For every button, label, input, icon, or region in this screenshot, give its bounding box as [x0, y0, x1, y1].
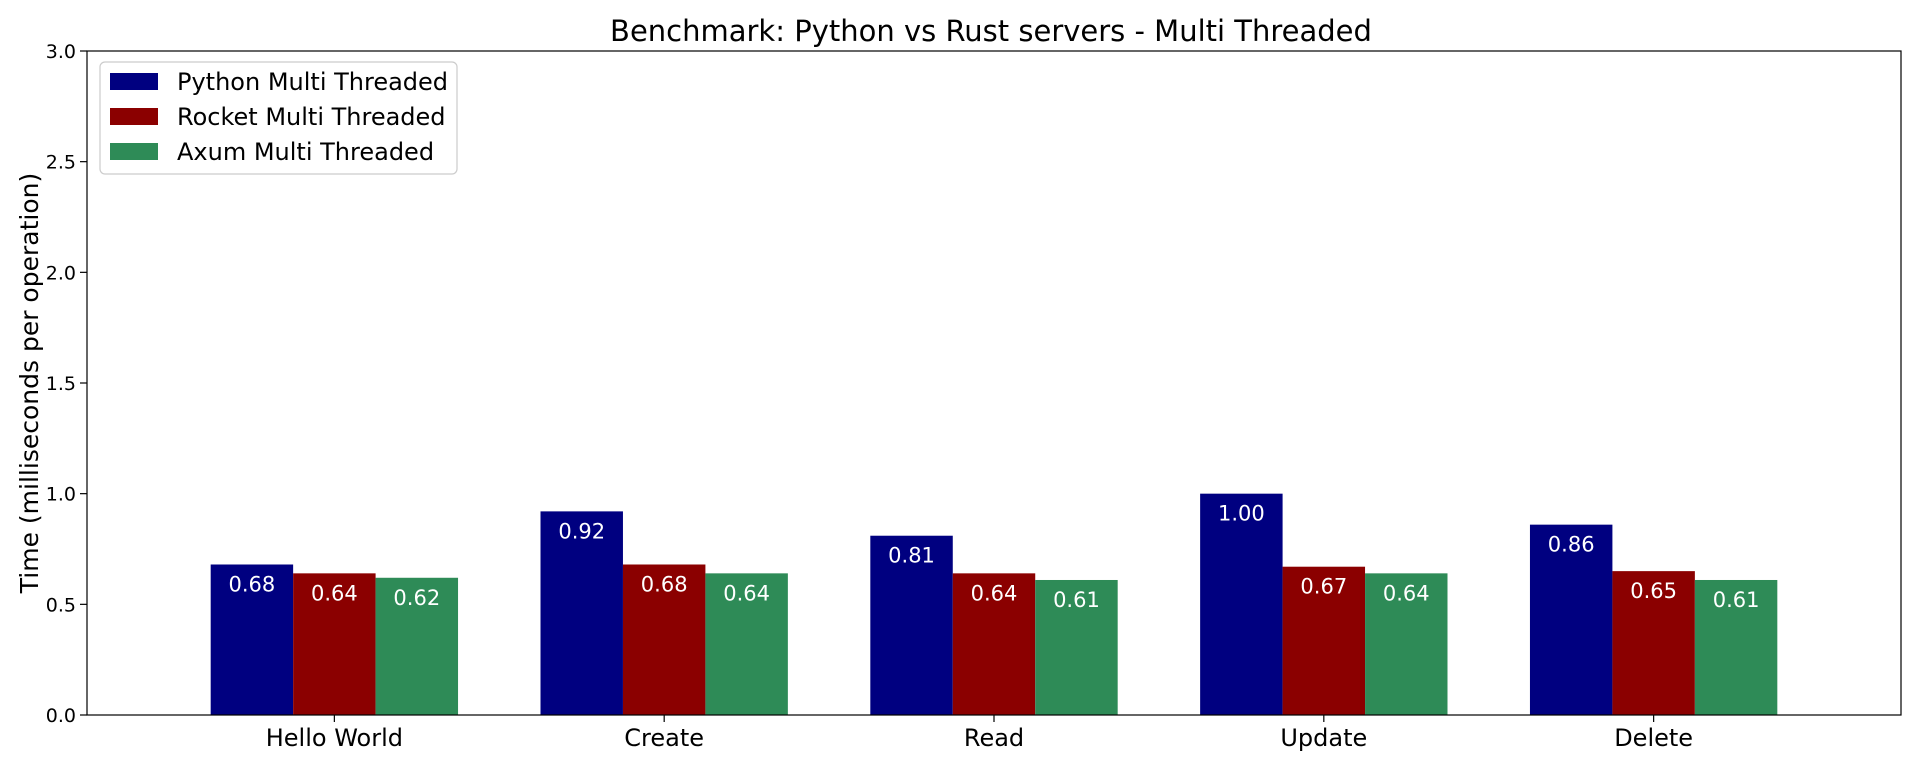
data-label: 0.68: [229, 572, 276, 596]
bars-layer: [210, 493, 1778, 715]
x-tick-label: Update: [1280, 724, 1367, 752]
bar: [1365, 573, 1448, 715]
x-axis: Hello World Create Read Update Delete: [266, 715, 1693, 752]
y-tick-label: 0.0: [46, 705, 76, 727]
bar: [540, 511, 623, 715]
x-tick-label: Delete: [1614, 724, 1693, 752]
y-tick-label: 2.0: [46, 262, 76, 284]
y-axis-label: Time (milliseconds per operation): [15, 173, 44, 594]
legend-swatch: [110, 143, 158, 160]
bar: [1035, 579, 1118, 715]
data-label: 0.61: [1713, 588, 1760, 612]
y-axis: 0.0 0.5 1.0 1.5 2.0 2.5 3.0: [46, 41, 87, 727]
x-tick-label: Hello World: [266, 724, 403, 752]
data-label: 0.64: [1383, 581, 1430, 605]
bar: [1694, 579, 1778, 715]
bar: [1612, 571, 1695, 715]
chart-title: Benchmark: Python vs Rust servers - Mult…: [610, 14, 1372, 48]
legend: Python Multi Threaded Rocket Multi Thread…: [99, 61, 458, 175]
y-tick-label: 1.0: [46, 484, 76, 506]
y-tick-label: 1.5: [46, 373, 76, 395]
data-label: 0.67: [1300, 575, 1347, 599]
legend-swatch: [110, 73, 158, 90]
data-label: 0.65: [1630, 579, 1677, 603]
data-label: 0.62: [393, 586, 440, 610]
data-label: 0.92: [558, 519, 605, 543]
x-tick-label: Create: [624, 724, 704, 752]
data-label: 0.68: [641, 572, 688, 596]
legend-entry: Axum Multi Threaded: [177, 138, 434, 166]
y-tick-label: 2.5: [46, 152, 76, 174]
bar: [1200, 493, 1283, 715]
bar: [1282, 566, 1366, 715]
bar: [622, 564, 706, 715]
bar: [375, 577, 459, 715]
data-label: 0.86: [1548, 533, 1595, 557]
data-label: 1.00: [1218, 502, 1265, 526]
data-labels-layer: 0.68 0.92 0.81 1.00 0.86 0.64 0.68 0.64 0.67 0.65…: [229, 502, 1760, 612]
data-label: 0.64: [723, 581, 770, 605]
x-tick-label: Read: [964, 724, 1024, 752]
bar: [952, 573, 1036, 715]
bar: [1529, 524, 1613, 715]
data-label: 0.81: [888, 544, 935, 568]
bar: [210, 564, 294, 715]
bar: [705, 573, 788, 715]
bar: [870, 535, 953, 715]
legend-entry: Rocket Multi Threaded: [177, 103, 446, 131]
plot-frame: [86, 50, 1902, 716]
y-tick-label: 0.5: [46, 594, 76, 616]
y-tick-label: 3.0: [46, 41, 76, 63]
data-label: 0.61: [1053, 588, 1100, 612]
bar: [293, 573, 376, 715]
legend-swatch: [110, 108, 158, 125]
data-label: 0.64: [311, 581, 358, 605]
legend-entry: Python Multi Threaded: [177, 68, 448, 96]
legend-frame: [99, 61, 458, 175]
data-label: 0.64: [971, 581, 1018, 605]
